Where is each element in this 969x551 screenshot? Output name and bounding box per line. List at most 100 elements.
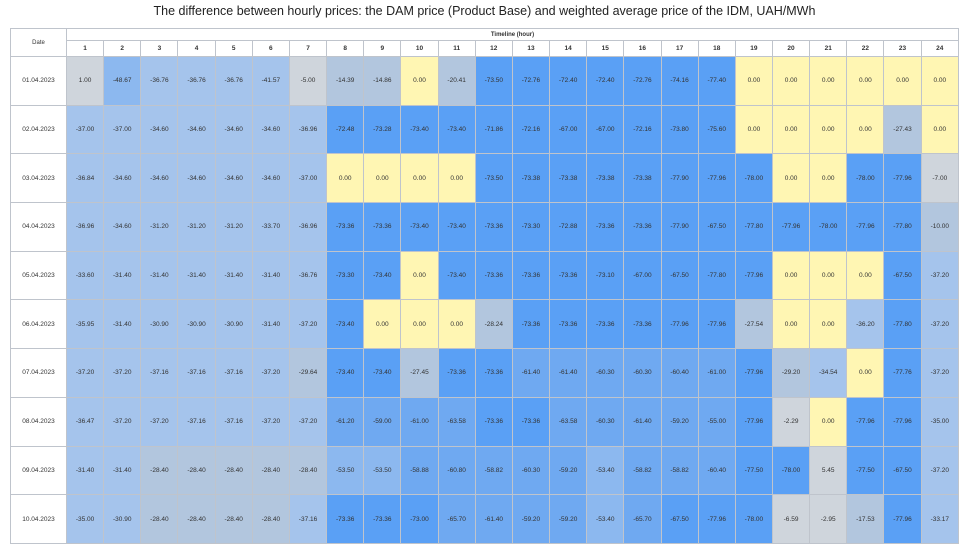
heatmap-cell: -36.76	[214, 56, 253, 106]
heatmap-cell: 0.00	[400, 299, 439, 350]
heatmap-cell: -37.20	[65, 348, 105, 398]
heatmap-cell: -31.40	[177, 250, 216, 301]
hour-header-18: 18	[697, 40, 736, 57]
heatmap-cell: -72.88	[549, 202, 588, 252]
heatmap-cell: -77.96	[883, 494, 922, 544]
heatmap-cell: -73.36	[586, 299, 625, 350]
heatmap-cell: -53.40	[586, 494, 625, 544]
heatmap-cell: -63.58	[549, 396, 588, 447]
table-row: 02.04.2023 -37.00 -37.00 -34.60 -34.60 -34.60…	[10, 104, 960, 155]
heatmap-cell: -28.40	[214, 445, 253, 496]
heatmap-cell: -73.38	[549, 153, 588, 204]
heatmap-cell: 1.00	[65, 56, 105, 106]
hour-header-11: 11	[437, 40, 476, 57]
heatmap-cell: -17.53	[846, 494, 885, 544]
heatmap-cell: -10.00	[920, 202, 960, 252]
heatmap-cell: 0.00	[400, 153, 439, 204]
date-column-header: Date	[10, 28, 67, 57]
heatmap-cell: 0.00	[400, 250, 439, 301]
heatmap-cell: -58.82	[474, 445, 513, 496]
heatmap-cell: -77.96	[697, 494, 736, 544]
heatmap-cell: -34.60	[177, 104, 216, 155]
timeline-group-header: Timeline (hour)	[66, 28, 959, 41]
heatmap-cell: -35.95	[65, 299, 105, 350]
heatmap-cell: -77.80	[697, 250, 736, 301]
hour-header-15: 15	[586, 40, 625, 57]
heatmap-cell: -78.00	[846, 153, 885, 204]
heatmap-cell: 0.00	[809, 299, 848, 350]
row-date-label: 09.04.2023	[10, 445, 67, 496]
heatmap-cell: -27.45	[400, 348, 439, 398]
heatmap-cell: -37.20	[251, 396, 290, 447]
heatmap-cell: -35.00	[65, 494, 105, 544]
heatmap-cell: -77.96	[734, 396, 773, 447]
heatmap-cell: -73.36	[549, 299, 588, 350]
heatmap-cell: -27.54	[734, 299, 773, 350]
heatmap-cell: 0.00	[809, 104, 848, 155]
heatmap-cell: -31.20	[214, 202, 253, 252]
heatmap-cell: -77.90	[660, 202, 699, 252]
heatmap-cell: 0.00	[400, 56, 439, 106]
hour-header-1: 1	[65, 40, 105, 57]
heatmap-cell: -53.50	[363, 445, 402, 496]
heatmap-cell: -77.96	[846, 202, 885, 252]
heatmap-cell: -2.95	[809, 494, 848, 544]
heatmap-cell: 0.00	[846, 56, 885, 106]
heatmap-cell: -73.36	[474, 250, 513, 301]
heatmap-cell: -73.40	[400, 104, 439, 155]
table-row: 10.04.2023 -35.00 -30.90 -28.40 -28.40 -28.40…	[10, 494, 960, 544]
heatmap-cell: -73.30	[326, 250, 365, 301]
heatmap-cell: -73.36	[549, 250, 588, 301]
heatmap-cell: -37.16	[177, 396, 216, 447]
heatmap-cell: 0.00	[771, 153, 811, 204]
heatmap-cell: -72.16	[623, 104, 662, 155]
heatmap-cell: -73.40	[363, 348, 402, 398]
heatmap-cell: 0.00	[326, 153, 365, 204]
heatmap-cell: -67.00	[586, 104, 625, 155]
heatmap-cell: -67.50	[883, 445, 922, 496]
heatmap-cell: 0.00	[846, 250, 885, 301]
heatmap-cell: -30.90	[140, 299, 179, 350]
heatmap-cell: -28.40	[251, 445, 290, 496]
heatmap-cell: -37.16	[140, 348, 179, 398]
heatmap-cell: 0.00	[734, 56, 773, 106]
hour-header-21: 21	[809, 40, 848, 57]
heatmap-cell: -36.76	[288, 250, 328, 301]
heatmap-cell: -55.00	[697, 396, 736, 447]
heatmap-cell: 0.00	[846, 104, 885, 155]
heatmap-cell: -35.00	[920, 396, 960, 447]
heatmap-cell: -37.20	[251, 348, 290, 398]
heatmap-cell: -65.70	[623, 494, 662, 544]
heatmap-cell: 0.00	[771, 299, 811, 350]
heatmap-cell: -34.60	[103, 153, 142, 204]
heatmap-cell: -58.82	[660, 445, 699, 496]
heatmap-cell: -73.40	[363, 250, 402, 301]
heatmap-cell: -34.60	[214, 153, 253, 204]
hour-header-3: 3	[140, 40, 179, 57]
row-date-label: 06.04.2023	[10, 299, 67, 350]
heatmap-cell: -28.40	[177, 445, 216, 496]
heatmap-cell: 0.00	[771, 250, 811, 301]
heatmap-cell: -37.00	[288, 153, 328, 204]
heatmap-cell: -31.40	[103, 445, 142, 496]
heatmap-cell: -28.40	[140, 445, 179, 496]
heatmap-cell: -73.00	[400, 494, 439, 544]
heatmap-cell: -29.20	[771, 348, 811, 398]
heatmap-cell: -33.60	[65, 250, 105, 301]
table-row: 03.04.2023 -36.84 -34.60 -34.60 -34.60 -34.60…	[10, 153, 960, 204]
row-date-label: 07.04.2023	[10, 348, 67, 398]
heatmap-cell: -36.20	[846, 299, 885, 350]
heatmap-cell: -61.40	[623, 396, 662, 447]
heatmap-cell: -73.36	[326, 202, 365, 252]
heatmap-cell: -75.60	[697, 104, 736, 155]
heatmap-cell: -61.40	[474, 494, 513, 544]
heatmap-cell: -33.70	[251, 202, 290, 252]
heatmap-cell: -73.36	[437, 348, 476, 398]
heatmap-cell: 0.00	[846, 348, 885, 398]
heatmap-cell: -31.40	[103, 250, 142, 301]
hour-header-20: 20	[771, 40, 811, 57]
heatmap-cell: -36.96	[65, 202, 105, 252]
heatmap-cell: -60.30	[511, 445, 551, 496]
heatmap-cell: -73.36	[474, 396, 513, 447]
heatmap-cell: -58.82	[623, 445, 662, 496]
